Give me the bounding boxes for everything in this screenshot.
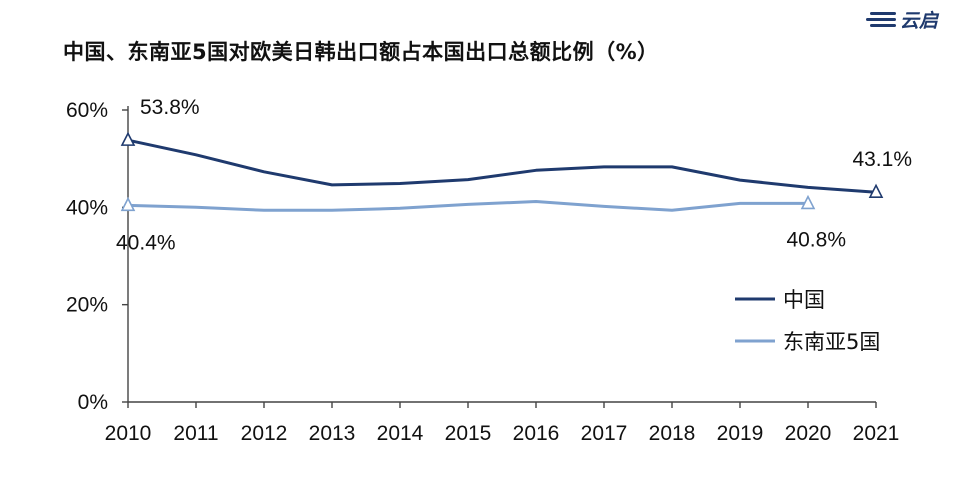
- series-layer: [120, 131, 884, 212]
- x-tick-label: 2016: [513, 422, 560, 445]
- x-axis-ticks: 2010 2011 2012 2013 2014 2015 2016 2017 2018 2019…: [105, 402, 900, 445]
- y-axis-ticks: 0% 20% 40% 60%: [66, 99, 128, 414]
- y-tick-label: 40%: [66, 196, 108, 219]
- x-tick-label: 2020: [785, 422, 832, 445]
- logo-text: 云启: [900, 10, 940, 32]
- chart-axes: [127, 106, 876, 403]
- data-labels: 53.8% 43.1% 40.4% 40.8%: [116, 96, 912, 254]
- x-tick-label: 2012: [241, 422, 288, 445]
- brand-logo: 云启: [866, 10, 940, 32]
- series-marker: [120, 131, 136, 146]
- chart-title: 中国、东南亚5国对欧美日韩出口额占本国出口总额比例（%）: [63, 40, 659, 64]
- data-label: 40.8%: [786, 228, 846, 251]
- legend-label: 东南亚5国: [783, 330, 880, 354]
- y-tick-label: 20%: [66, 294, 108, 317]
- series-marker: [800, 194, 816, 210]
- y-tick-label: 0%: [78, 391, 108, 414]
- data-label: 40.4%: [116, 231, 176, 254]
- series-line-1: [127, 200, 808, 212]
- series-marker: [868, 183, 884, 198]
- x-tick-label: 2013: [309, 422, 356, 445]
- legend-label: 中国: [783, 288, 825, 312]
- x-tick-label: 2017: [581, 422, 628, 445]
- y-tick-label: 60%: [66, 99, 108, 122]
- data-label: 53.8%: [140, 96, 200, 119]
- x-tick-label: 2011: [173, 422, 218, 445]
- series-line-0: [127, 138, 877, 194]
- x-tick-label: 2015: [445, 422, 492, 445]
- x-tick-label: 2018: [649, 422, 696, 445]
- logo-stripes-icon: [866, 12, 896, 27]
- x-tick-label: 2010: [105, 422, 152, 445]
- x-tick-label: 2014: [377, 422, 424, 445]
- data-label: 43.1%: [852, 148, 912, 171]
- series-marker: [120, 196, 136, 212]
- x-tick-label: 2021: [853, 422, 900, 445]
- x-tick-label: 2019: [717, 422, 764, 445]
